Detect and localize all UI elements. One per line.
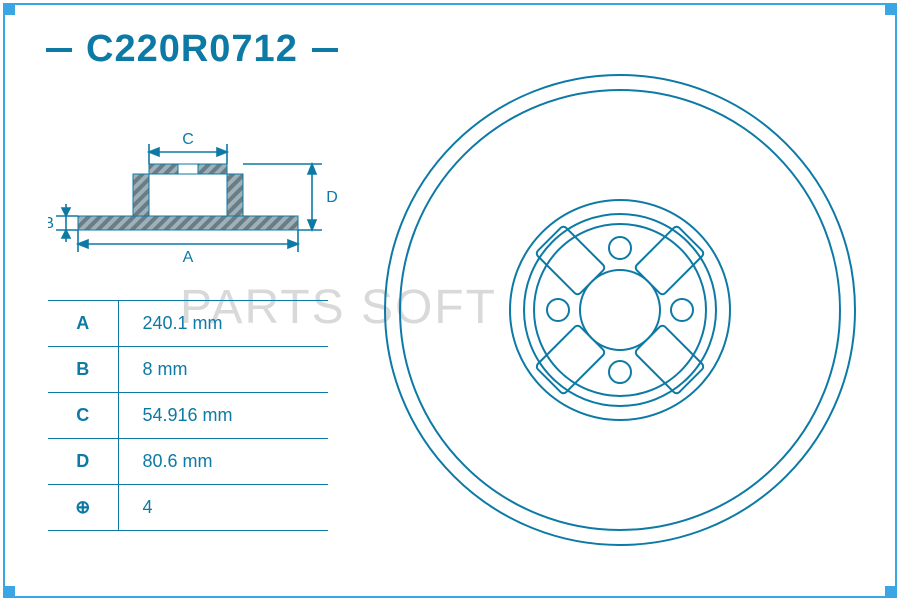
dim-C-label: C: [182, 131, 194, 148]
spec-key: C: [48, 393, 118, 439]
cross-section-diagram: A B C D: [48, 96, 348, 266]
hub-outer: [510, 200, 730, 420]
dim-B-label: B: [48, 215, 54, 232]
spec-value: 4: [118, 485, 328, 531]
spec-key: ⊕: [48, 485, 118, 531]
hub-ring: [524, 214, 716, 406]
spec-key: A: [48, 301, 118, 347]
title-row: C220R0712: [46, 28, 338, 71]
rotor-inner-rim: [400, 90, 840, 530]
spec-value: 8 mm: [118, 347, 328, 393]
bolt-hole: [609, 361, 631, 383]
spec-key: B: [48, 347, 118, 393]
table-row: B 8 mm: [48, 347, 328, 393]
frame-corner: [3, 3, 15, 15]
part-number: C220R0712: [86, 28, 298, 71]
table-row: C 54.916 mm: [48, 393, 328, 439]
frame-corner: [3, 586, 15, 598]
dim-D-label: D: [326, 189, 338, 206]
mount-face: [534, 224, 706, 396]
bolt-hole: [671, 299, 693, 321]
dim-A-label: A: [183, 249, 194, 266]
frame-corner: [885, 586, 897, 598]
spec-table: A 240.1 mm B 8 mm C 54.916 mm D 80.6 mm …: [48, 300, 328, 531]
title-dash-right: [312, 48, 338, 52]
spec-value: 240.1 mm: [118, 301, 328, 347]
rotor-front-view: [370, 60, 870, 560]
bolt-hole: [609, 237, 631, 259]
dim-B: B: [48, 204, 78, 242]
spec-value: 54.916 mm: [118, 393, 328, 439]
frame-corner: [885, 3, 897, 15]
spec-value: 80.6 mm: [118, 439, 328, 485]
table-row: A 240.1 mm: [48, 301, 328, 347]
cross-section-body: [78, 164, 298, 230]
spec-key: D: [48, 439, 118, 485]
dim-C: C: [149, 131, 227, 164]
table-row: D 80.6 mm: [48, 439, 328, 485]
title-dash-left: [46, 48, 72, 52]
dim-A: A: [78, 230, 298, 266]
rotor-outer-edge: [385, 75, 855, 545]
spec-table-body: A 240.1 mm B 8 mm C 54.916 mm D 80.6 mm …: [48, 301, 328, 531]
bolt-hole: [547, 299, 569, 321]
table-row: ⊕ 4: [48, 485, 328, 531]
hub-ribs: [535, 225, 705, 395]
